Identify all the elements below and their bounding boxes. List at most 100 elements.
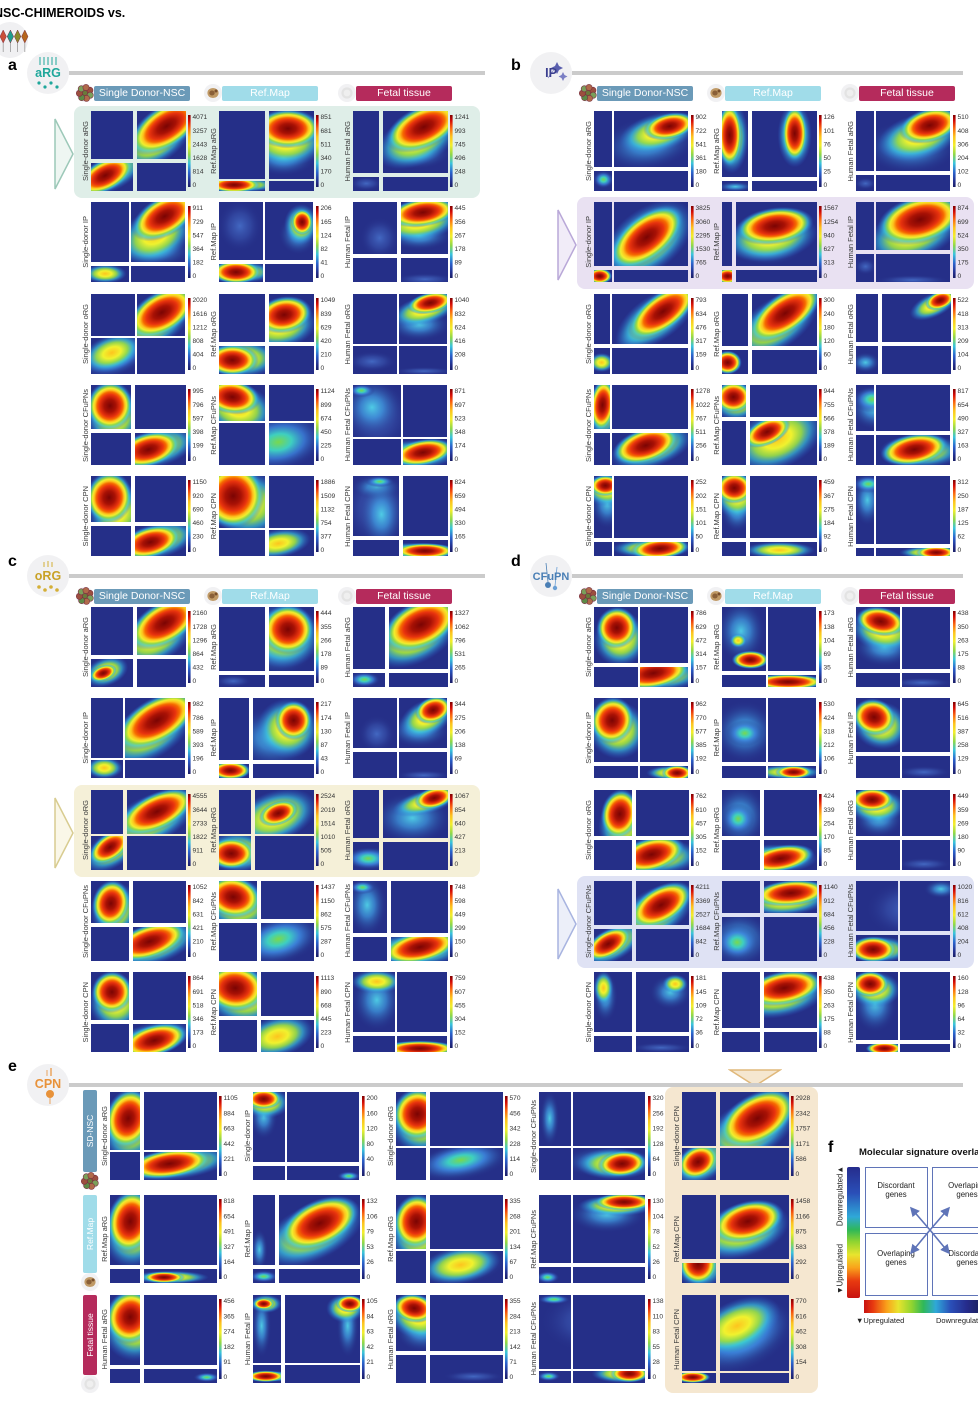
svg-text:993: 993 <box>454 128 465 135</box>
svg-text:106: 106 <box>366 1213 377 1220</box>
svg-text:125: 125 <box>957 520 968 527</box>
svg-text:0: 0 <box>695 273 699 280</box>
svg-text:202: 202 <box>695 493 706 500</box>
svg-text:786: 786 <box>695 610 706 617</box>
svg-text:221: 221 <box>223 1156 234 1163</box>
svg-text:494: 494 <box>454 506 465 513</box>
svg-text:0: 0 <box>957 861 961 868</box>
svg-text:404: 404 <box>192 352 203 359</box>
svg-text:69: 69 <box>823 651 831 658</box>
svg-text:154: 154 <box>795 1359 806 1366</box>
svg-text:1254: 1254 <box>823 219 838 226</box>
svg-text:268: 268 <box>509 1213 520 1220</box>
svg-text:128: 128 <box>652 1141 663 1148</box>
svg-text:457: 457 <box>695 820 706 827</box>
svg-text:52: 52 <box>652 1244 660 1251</box>
svg-text:490: 490 <box>957 415 968 422</box>
svg-text:160: 160 <box>957 975 968 982</box>
svg-text:0: 0 <box>795 1274 799 1281</box>
svg-text:274: 274 <box>223 1329 234 1336</box>
svg-text:2443: 2443 <box>192 141 207 148</box>
svg-text:864: 864 <box>192 975 203 982</box>
svg-text:0: 0 <box>192 952 196 959</box>
svg-text:142: 142 <box>509 1344 520 1351</box>
svg-text:424: 424 <box>823 793 834 800</box>
svg-text:106: 106 <box>823 756 834 763</box>
svg-text:0: 0 <box>957 456 961 463</box>
svg-text:0: 0 <box>223 1274 227 1281</box>
svg-text:0: 0 <box>509 1171 513 1178</box>
svg-text:101: 101 <box>823 128 834 135</box>
svg-text:256: 256 <box>695 443 706 450</box>
svg-text:213: 213 <box>454 848 465 855</box>
svg-text:524: 524 <box>957 232 968 239</box>
svg-text:1278: 1278 <box>695 388 710 395</box>
svg-text:1212: 1212 <box>192 324 207 331</box>
svg-text:377: 377 <box>320 534 331 541</box>
svg-text:129: 129 <box>957 756 968 763</box>
svg-text:314: 314 <box>695 651 706 658</box>
svg-text:327: 327 <box>223 1244 234 1251</box>
svg-text:0: 0 <box>957 1043 961 1050</box>
svg-text:134: 134 <box>509 1244 520 1251</box>
svg-text:645: 645 <box>957 701 968 708</box>
svg-text:0: 0 <box>957 365 961 372</box>
svg-text:87: 87 <box>320 742 328 749</box>
svg-text:0: 0 <box>652 1274 656 1281</box>
svg-text:748: 748 <box>454 884 465 891</box>
svg-text:408: 408 <box>957 925 968 932</box>
svg-text:160: 160 <box>366 1110 377 1117</box>
svg-text:110: 110 <box>652 1313 663 1320</box>
svg-text:884: 884 <box>223 1110 234 1117</box>
svg-text:2160: 2160 <box>192 610 207 617</box>
svg-text:258: 258 <box>957 742 968 749</box>
svg-text:361: 361 <box>695 155 706 162</box>
svg-text:1616: 1616 <box>192 311 207 318</box>
svg-text:940: 940 <box>823 232 834 239</box>
svg-text:0: 0 <box>192 273 196 280</box>
svg-text:1296: 1296 <box>192 637 207 644</box>
svg-text:3257: 3257 <box>192 128 207 135</box>
svg-text:0: 0 <box>320 456 324 463</box>
svg-text:1113: 1113 <box>320 975 334 982</box>
svg-text:0: 0 <box>509 1274 513 1281</box>
svg-text:299: 299 <box>454 925 465 932</box>
svg-text:175: 175 <box>957 260 968 267</box>
svg-text:1052: 1052 <box>192 884 207 891</box>
svg-text:84: 84 <box>366 1313 374 1320</box>
svg-text:1458: 1458 <box>795 1198 810 1205</box>
svg-text:0: 0 <box>695 456 699 463</box>
svg-text:1105: 1105 <box>223 1095 238 1102</box>
svg-text:225: 225 <box>320 443 331 450</box>
svg-text:91: 91 <box>223 1359 231 1366</box>
svg-text:808: 808 <box>192 338 203 345</box>
svg-text:346: 346 <box>192 1016 203 1023</box>
svg-text:427: 427 <box>454 834 465 841</box>
svg-text:449: 449 <box>957 793 968 800</box>
svg-text:0: 0 <box>192 547 196 554</box>
svg-text:69: 69 <box>454 756 462 763</box>
svg-text:420: 420 <box>320 338 331 345</box>
svg-text:1067: 1067 <box>454 793 469 800</box>
svg-text:387: 387 <box>957 728 968 735</box>
svg-text:442: 442 <box>223 1141 234 1148</box>
svg-text:0: 0 <box>823 273 827 280</box>
svg-text:196: 196 <box>192 756 203 763</box>
svg-text:1022: 1022 <box>695 402 710 409</box>
svg-text:491: 491 <box>223 1229 234 1236</box>
svg-text:456: 456 <box>223 1298 234 1305</box>
svg-text:385: 385 <box>695 742 706 749</box>
svg-text:762: 762 <box>695 793 706 800</box>
svg-text:151: 151 <box>695 506 706 513</box>
svg-text:132: 132 <box>366 1198 377 1205</box>
svg-text:654: 654 <box>957 402 968 409</box>
svg-text:583: 583 <box>795 1244 806 1251</box>
svg-text:228: 228 <box>509 1141 520 1148</box>
svg-text:269: 269 <box>957 820 968 827</box>
svg-text:0: 0 <box>320 365 324 372</box>
svg-text:456: 456 <box>823 925 834 932</box>
svg-text:320: 320 <box>652 1095 663 1102</box>
svg-text:530: 530 <box>823 701 834 708</box>
svg-text:0: 0 <box>454 769 458 776</box>
svg-text:793: 793 <box>695 297 706 304</box>
